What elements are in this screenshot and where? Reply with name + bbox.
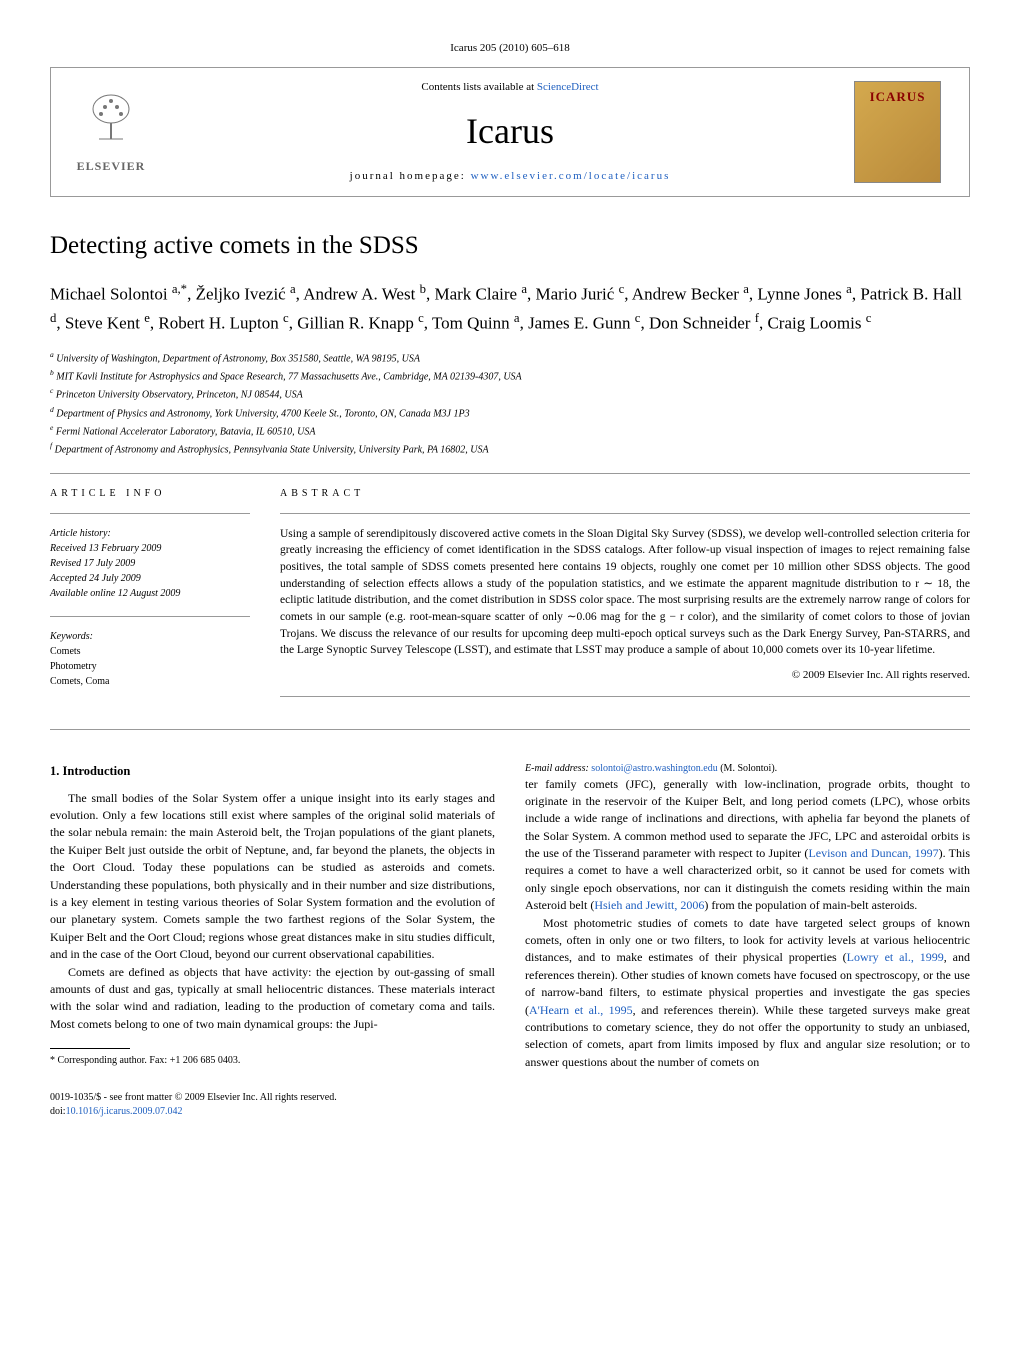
rule [50,729,970,730]
email-suffix: (M. Solontoi). [718,763,777,774]
body-columns: 1. Introduction The small bodies of the … [50,762,970,1072]
affiliation-b: b MIT Kavli Institute for Astrophysics a… [50,367,970,384]
icarus-cover-box: ICARUS [854,81,941,183]
affiliation-e: e Fermi National Accelerator Laboratory,… [50,422,970,439]
abstract-header: ABSTRACT [280,486,970,501]
contents-available: Contents lists available at ScienceDirec… [171,79,849,96]
history-label: Article history: [50,526,250,541]
contents-prefix: Contents lists available at [421,81,536,93]
body-paragraph: ter family comets (JFC), generally with … [525,776,970,915]
keyword: Photometry [50,659,250,674]
intro-heading: 1. Introduction [50,762,495,780]
journal-name: Icarus [171,104,849,158]
sciencedirect-link[interactable]: ScienceDirect [537,81,599,93]
footnote-rule [50,1048,130,1049]
affiliation-f: f Department of Astronomy and Astrophysi… [50,440,970,457]
header-center: Contents lists available at ScienceDirec… [171,79,849,184]
rule [280,696,970,697]
elsevier-logo: ELSEVIER [51,84,171,180]
affiliations: a University of Washington, Department o… [50,349,970,458]
abstract-copyright: © 2009 Elsevier Inc. All rights reserved… [280,667,970,684]
body-paragraph: Most photometric studies of comets to da… [525,915,970,1072]
keyword: Comets [50,644,250,659]
history-revised: Revised 17 July 2009 [50,556,250,571]
abstract-column: ABSTRACT Using a sample of serendipitous… [280,486,970,709]
rule [280,513,970,514]
affiliation-d: d Department of Physics and Astronomy, Y… [50,404,970,421]
footer-copyright: 0019-1035/$ - see front matter © 2009 El… [50,1091,970,1105]
keyword: Comets, Coma [50,674,250,689]
body-paragraph: The small bodies of the Solar System off… [50,790,495,964]
authors-list: Michael Solontoi a,*, Željko Ivezić a, A… [50,279,970,337]
homepage-link[interactable]: www.elsevier.com/locate/icarus [471,170,671,182]
homepage-prefix: journal homepage: [350,170,471,182]
icarus-cover-text: ICARUS [870,87,926,107]
corresponding-author: * Corresponding author. Fax: +1 206 685 … [50,1054,495,1068]
doi-link[interactable]: 10.1016/j.icarus.2009.07.042 [66,1106,183,1117]
affiliation-a: a University of Washington, Department o… [50,349,970,366]
footer-doi-line: doi:10.1016/j.icarus.2009.07.042 [50,1105,970,1119]
rule [50,513,250,514]
email-line: E-mail address: solontoi@astro.washingto… [525,762,970,776]
article-history: Article history: Received 13 February 20… [50,526,250,601]
doi-label: doi: [50,1106,66,1117]
history-received: Received 13 February 2009 [50,541,250,556]
journal-homepage: journal homepage: www.elsevier.com/locat… [171,168,849,185]
rule [50,616,250,617]
rule [50,473,970,474]
elsevier-tree-icon [56,89,166,157]
paper-title: Detecting active comets in the SDSS [50,227,970,265]
keywords-block: Keywords: Comets Photometry Comets, Coma [50,629,250,689]
page-footer: 0019-1035/$ - see front matter © 2009 El… [50,1091,970,1119]
icarus-cover: ICARUS [849,76,969,188]
author-email-link[interactable]: solontoi@astro.washington.edu [591,763,717,774]
affiliation-c: c Princeton University Observatory, Prin… [50,385,970,402]
body-paragraph: Comets are defined as objects that have … [50,964,495,1034]
abstract-text: Using a sample of serendipitously discov… [280,526,970,659]
info-abstract-row: ARTICLE INFO Article history: Received 1… [50,486,970,709]
elsevier-text: ELSEVIER [56,157,166,175]
journal-header: ELSEVIER Contents lists available at Sci… [50,67,970,197]
history-accepted: Accepted 24 July 2009 [50,571,250,586]
keywords-label: Keywords: [50,629,250,644]
history-online: Available online 12 August 2009 [50,586,250,601]
article-info-column: ARTICLE INFO Article history: Received 1… [50,486,250,709]
journal-reference: Icarus 205 (2010) 605–618 [50,40,970,57]
email-label: E-mail address: [525,763,591,774]
article-info-header: ARTICLE INFO [50,486,250,501]
